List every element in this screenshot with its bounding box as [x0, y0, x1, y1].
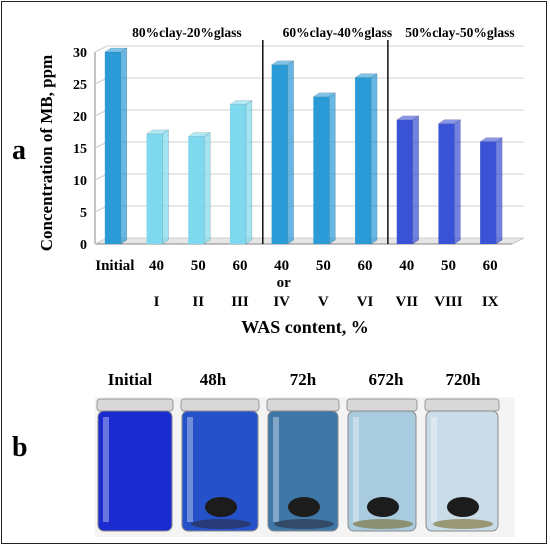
bar-side	[162, 129, 169, 245]
bar-side	[495, 137, 503, 245]
bar	[188, 136, 205, 244]
roman-label: V	[318, 294, 329, 310]
panel-label-a: a	[12, 135, 26, 166]
roman-label: I	[154, 294, 160, 310]
roman-label: VI	[357, 294, 374, 310]
vial-liquid	[97, 410, 173, 532]
vial-glare	[103, 417, 109, 522]
bar-side	[412, 115, 419, 245]
or-label: or	[277, 275, 292, 291]
vial-liquid	[181, 410, 259, 532]
bar-top	[270, 60, 295, 66]
bar-top	[104, 47, 128, 53]
time-label-720h: 720h	[445, 370, 481, 389]
vial-glare	[353, 417, 359, 522]
vial-sediment	[191, 519, 251, 529]
roman-label: IX	[482, 294, 499, 310]
sample-pellet	[367, 497, 399, 517]
bar-top	[145, 129, 170, 135]
x-tick-label: 60	[483, 258, 498, 274]
group-label: 80%clay-20%glass	[132, 25, 242, 40]
bar-side	[287, 60, 294, 245]
sample-pellet	[447, 497, 479, 517]
y-tick-label: 0	[80, 238, 87, 253]
vials-layer	[96, 398, 500, 532]
sample-pellet	[288, 497, 320, 517]
roman-label: VIII	[434, 294, 463, 310]
bar	[396, 119, 413, 244]
vial-cap	[180, 398, 260, 412]
bar-side	[245, 100, 253, 245]
sample-pellet	[205, 497, 237, 517]
vial-glare	[273, 417, 279, 522]
x-axis-title: WAS content, %	[241, 317, 369, 337]
bar	[271, 64, 288, 244]
bar-top	[354, 73, 378, 78]
vial-liquid	[347, 410, 417, 532]
x-tick-label: 40	[399, 258, 414, 274]
bar-top	[437, 119, 462, 124]
y-tick-label: 10	[73, 174, 87, 189]
bar-side	[204, 132, 211, 245]
vial-liquid	[425, 410, 499, 532]
bar-side	[329, 92, 336, 245]
bar	[438, 123, 455, 244]
bar-side	[120, 47, 128, 245]
vials-photo	[95, 397, 515, 537]
time-label-48h: 48h	[199, 370, 227, 389]
vial-glare	[187, 417, 193, 522]
group-label: 50%clay-50%glass	[405, 25, 515, 40]
y-tick-label: 30	[73, 46, 87, 61]
x-tick-label: 40	[274, 258, 289, 274]
x-tick-label: 50	[316, 258, 331, 274]
vial-sediment	[353, 519, 413, 529]
time-label-initial: Initial	[107, 370, 153, 389]
x-tick-label: 60	[232, 258, 247, 274]
vial-cap	[424, 398, 500, 412]
panel-label-b: b	[12, 432, 28, 463]
bar-side	[370, 73, 378, 245]
x-tick-label: 50	[191, 258, 206, 274]
y-tick-label: 5	[80, 206, 87, 221]
x-tick-label: 50	[441, 258, 456, 274]
vial-liquid	[267, 410, 339, 532]
y-axis-title: Concentration of MB, ppm	[37, 55, 56, 251]
bar-top	[312, 92, 337, 98]
bar	[313, 96, 330, 244]
vial-sediment	[433, 519, 493, 529]
bar	[146, 133, 163, 244]
roman-label: VII	[395, 294, 418, 310]
roman-label: IV	[273, 294, 290, 310]
bar-top	[395, 115, 420, 121]
vial-cap	[346, 398, 418, 412]
y-tick-label: 15	[73, 142, 87, 157]
roman-label: II	[192, 294, 204, 310]
bar-top	[229, 100, 253, 105]
y-tick-label: 20	[73, 110, 87, 125]
x-tick-label: 40	[149, 258, 164, 274]
x-tick-label: Initial	[95, 258, 134, 274]
roman-label: III	[231, 294, 249, 310]
group-label: 60%clay-40%glass	[283, 25, 393, 40]
vial-cap	[266, 398, 340, 412]
bar	[104, 52, 121, 244]
x-tick-label: 60	[358, 258, 373, 274]
vial-glare	[431, 417, 437, 522]
bar	[355, 77, 372, 244]
time-label-672h: 672h	[368, 370, 404, 389]
y-tick-label: 25	[73, 78, 87, 93]
bar-side	[454, 119, 461, 245]
grid-line-depth	[94, 45, 108, 53]
bars-layer	[104, 47, 503, 245]
time-label-72h: 72h	[289, 370, 317, 389]
bar-top	[479, 137, 503, 142]
vial-sediment	[274, 519, 334, 529]
bar-top	[187, 132, 212, 137]
bar	[229, 104, 246, 244]
vial-cap	[96, 398, 174, 412]
bar	[480, 141, 497, 244]
